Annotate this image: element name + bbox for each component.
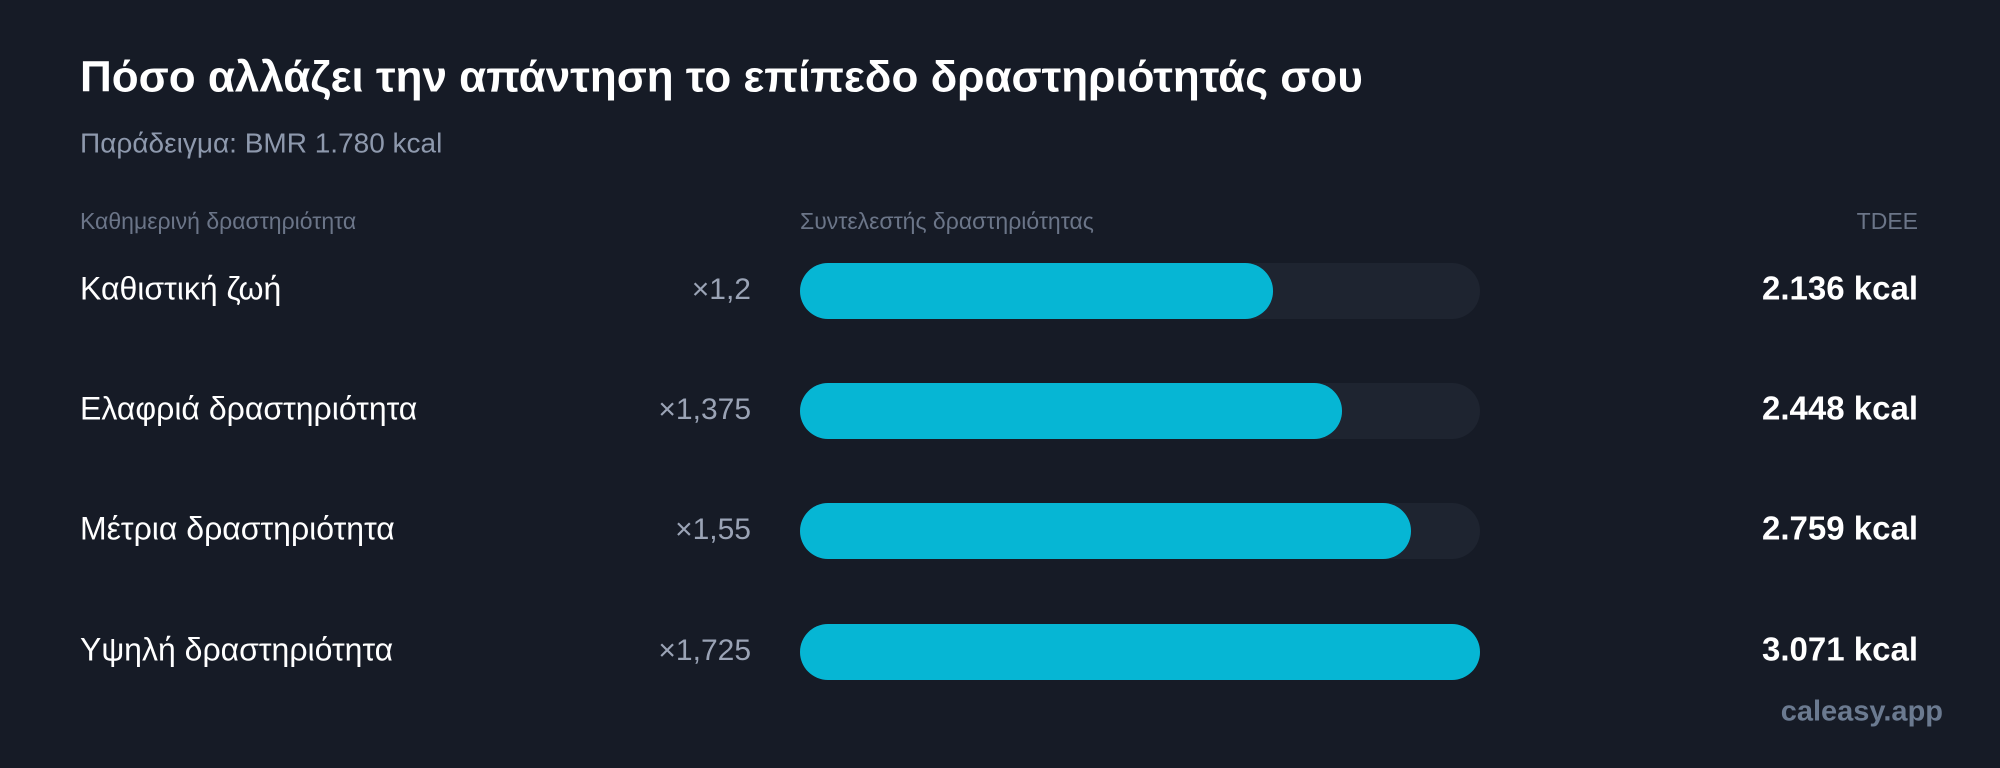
bar xyxy=(800,263,1274,319)
row-label: Καθιστική ζωή xyxy=(80,270,281,306)
multiplier-label: ×1,725 xyxy=(658,634,751,667)
multiplier-label: ×1,375 xyxy=(658,393,751,426)
row-label: Υψηλή δραστηριότητα xyxy=(80,631,393,667)
tdee-label: 3.071 kcal xyxy=(1762,631,1918,668)
bar xyxy=(800,624,1480,680)
tdee-label: 2.136 kcal xyxy=(1762,270,1918,307)
column-header: Συντελεστής δραστηριότητας xyxy=(800,208,1094,234)
subtitle: Παράδειγμα: BMR 1.780 kcal xyxy=(80,127,442,158)
bar xyxy=(800,383,1343,439)
row-label: Ελαφριά δραστηριότητα xyxy=(80,390,417,426)
multiplier-label: ×1,55 xyxy=(675,513,751,546)
footer: caleasy.app xyxy=(1781,696,1943,728)
multiplier-label: ×1,2 xyxy=(692,273,751,306)
column-header: Καθημερινή δραστηριότητα xyxy=(80,208,356,234)
tdee-label: 2.759 kcal xyxy=(1762,510,1918,547)
chart-title: Πόσο αλλάζει την απάντηση το επίπεδο δρα… xyxy=(80,53,1363,102)
bar xyxy=(800,503,1412,559)
column-header: TDEE xyxy=(1857,208,1918,234)
tdee-label: 2.448 kcal xyxy=(1762,390,1918,427)
row-label: Μέτρια δραστηριότητα xyxy=(80,510,395,546)
